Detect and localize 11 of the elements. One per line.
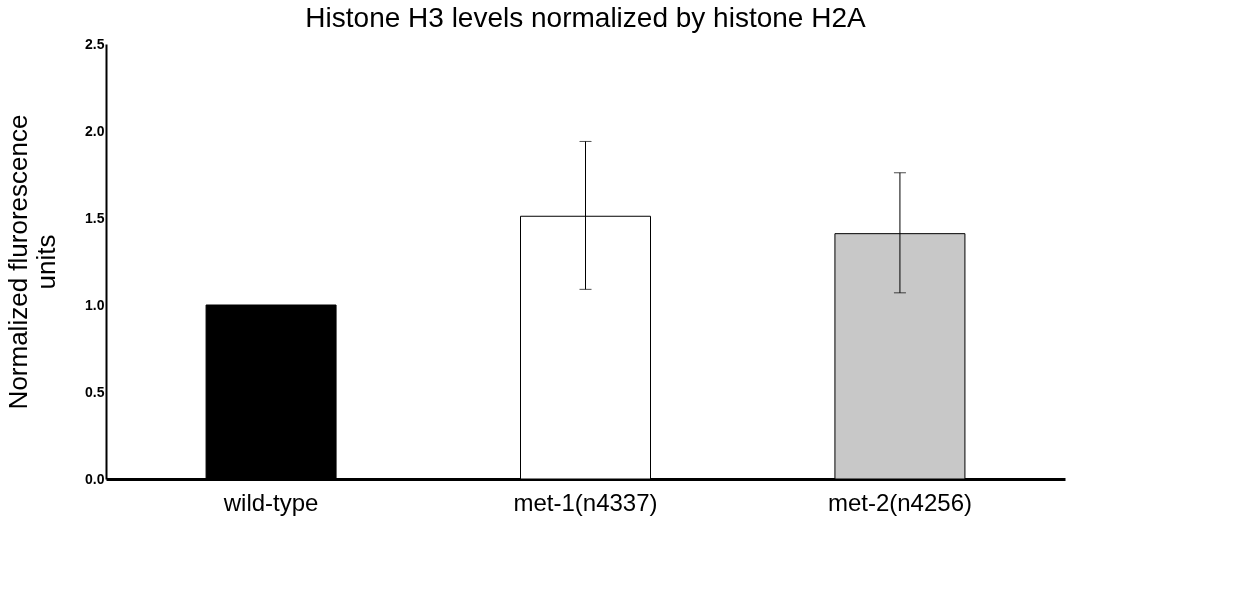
x-tick-label: met-1(n4337) [513,488,658,516]
y-axis-title: Normalized flurorescence units [3,114,62,410]
y-tick-label: 0.0 [85,470,105,487]
chart-title: Histone H3 levels normalized by histone H2A [305,2,866,33]
y-tick-label: 1.0 [85,296,105,313]
y-tick-label: 2.0 [85,122,105,139]
x-tick-label: met-2(n4256) [827,488,972,516]
x-tick-label: wild-type [222,488,319,516]
y-tick-label: 1.5 [85,209,105,226]
y-tick-label: 0.5 [85,383,105,400]
y-tick-label: 2.5 [85,35,105,52]
